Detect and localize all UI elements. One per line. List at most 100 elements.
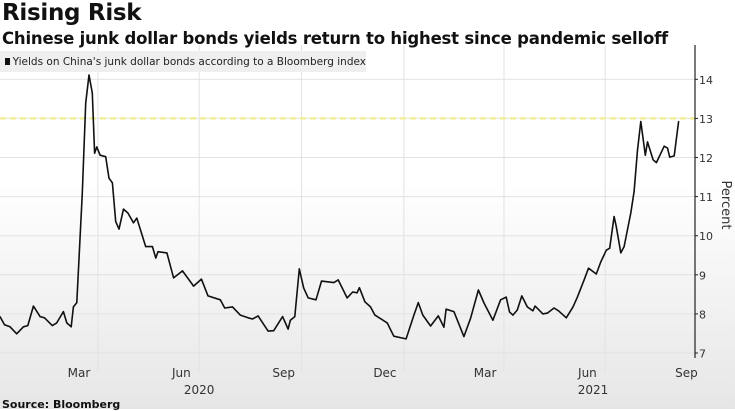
legend-swatch-icon [5, 58, 10, 65]
data-point [393, 335, 395, 337]
data-point [127, 212, 129, 214]
data-point [172, 277, 175, 279]
data-point [166, 252, 168, 254]
x-tick-label: Sep [272, 366, 295, 380]
data-point [572, 306, 574, 308]
data-point [352, 291, 354, 293]
data-point [374, 314, 376, 316]
data-point [66, 322, 68, 324]
series-line [0, 74, 680, 340]
data-point [247, 317, 249, 319]
data-point [70, 326, 72, 328]
data-point [76, 301, 78, 304]
chart-subtitle: Chinese junk dollar bonds yields return … [2, 29, 669, 48]
data-point [505, 296, 507, 298]
data-point [333, 282, 335, 284]
data-point [492, 319, 494, 321]
data-point [132, 222, 135, 224]
x-tick-label: Mar [68, 366, 91, 380]
data-point [136, 217, 138, 219]
data-point [108, 177, 110, 179]
data-point [118, 228, 120, 230]
data-point [646, 141, 649, 143]
y-tick-label: 10 [699, 230, 713, 243]
data-point [151, 246, 154, 248]
y-tick-label: 8 [699, 308, 706, 321]
data-point [294, 316, 296, 318]
data-point [155, 257, 157, 259]
data-point [640, 120, 642, 123]
data-point [644, 154, 646, 156]
y-tick-label: 7 [699, 348, 706, 361]
data-point [303, 287, 305, 289]
series-group [0, 74, 680, 340]
data-point [516, 309, 518, 311]
data-point [320, 280, 323, 282]
data-point [386, 322, 388, 324]
data-point [613, 215, 615, 218]
data-point [500, 299, 502, 301]
data-point [122, 208, 125, 210]
data-point [43, 317, 46, 319]
data-point [157, 251, 159, 253]
data-point [99, 154, 101, 156]
legend: Yields on China's junk dollar bonds acco… [0, 51, 366, 72]
data-point [62, 310, 65, 313]
data-point [429, 325, 432, 327]
data-point [620, 252, 622, 254]
data-point [9, 326, 11, 328]
data-point [281, 316, 284, 318]
data-point [673, 155, 675, 157]
data-point [583, 279, 585, 281]
data-point [39, 316, 41, 318]
data-point [508, 311, 511, 313]
chart-title: Rising Risk [2, 0, 142, 26]
data-point [239, 314, 241, 316]
data-point [417, 301, 419, 304]
data-point [666, 147, 669, 149]
y-tick-label: 12 [699, 152, 713, 165]
data-point [273, 330, 275, 332]
data-point [512, 314, 514, 316]
data-point [609, 247, 611, 249]
data-point [615, 226, 617, 228]
data-point [633, 190, 635, 193]
data-point [534, 305, 536, 307]
y-axis: 7 8 9 10 11 12 13 14 [694, 45, 713, 361]
source-note: Source: Bloomberg [2, 398, 121, 411]
data-point [358, 287, 360, 289]
x-tick-label: Dec [373, 366, 396, 380]
data-point [678, 120, 680, 123]
data-point [219, 299, 221, 301]
data-point [443, 326, 445, 328]
data-point [422, 314, 424, 316]
data-point [72, 306, 75, 308]
data-point [91, 92, 93, 94]
data-point [413, 314, 415, 316]
data-point [526, 306, 528, 308]
data-point [16, 333, 18, 335]
data-point [81, 192, 83, 194]
data-point [287, 328, 289, 330]
data-point [445, 308, 447, 310]
data-point [532, 310, 534, 312]
x-year-label: 2020 [184, 383, 215, 397]
y-tick-label: 14 [699, 74, 713, 87]
data-point [636, 149, 639, 151]
data-point [267, 330, 269, 332]
data-point [405, 338, 407, 340]
data-point [652, 159, 654, 161]
data-point [623, 246, 625, 248]
data-point [557, 310, 560, 312]
data-point [576, 296, 579, 298]
data-point [483, 302, 485, 304]
x-year-label: 2021 [578, 383, 609, 397]
data-point [56, 322, 58, 324]
data-point [207, 295, 209, 297]
x-tick-label: Jun [171, 366, 191, 380]
data-point [115, 221, 117, 223]
data-point [437, 315, 439, 317]
data-point [32, 305, 34, 307]
data-point [105, 156, 107, 158]
data-point [192, 285, 195, 287]
